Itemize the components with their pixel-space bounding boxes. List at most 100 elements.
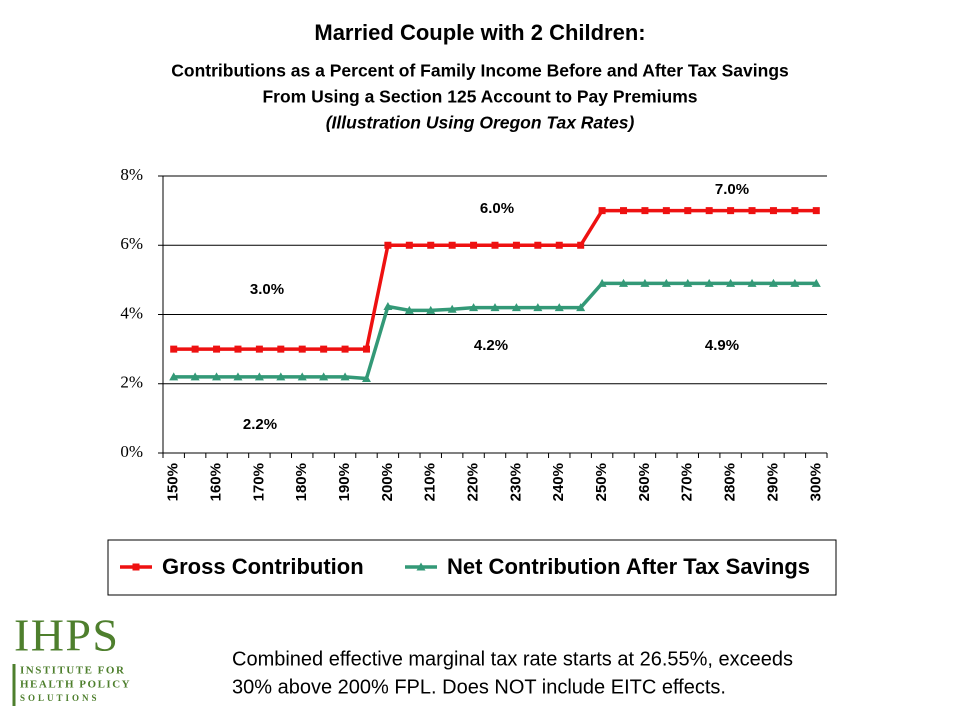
marker	[748, 207, 756, 215]
footnote: 30% above 200% FPL. Does NOT include EIT…	[232, 676, 726, 698]
marker	[132, 563, 140, 571]
marker	[341, 345, 349, 353]
marker	[641, 207, 649, 215]
marker	[426, 305, 436, 314]
marker	[683, 278, 693, 287]
marker	[470, 241, 478, 249]
marker	[640, 278, 650, 287]
marker	[769, 207, 777, 215]
marker	[490, 303, 500, 312]
x-tick-label: 250%	[593, 463, 610, 501]
marker	[620, 207, 628, 215]
marker	[319, 372, 329, 381]
marker	[190, 372, 200, 381]
marker	[554, 303, 564, 312]
marker	[576, 303, 586, 312]
marker	[297, 372, 307, 381]
logo-text: Institute for	[20, 665, 125, 677]
x-tick-label: 150%	[165, 463, 182, 501]
legend-box	[107, 539, 837, 596]
marker	[747, 278, 757, 287]
marker	[790, 278, 800, 287]
x-tick-label: 290%	[764, 463, 781, 501]
marker	[169, 372, 179, 381]
y-tick-label: 6%	[120, 234, 143, 253]
x-tick-label: 210%	[422, 463, 439, 501]
marker	[511, 303, 521, 312]
marker	[255, 345, 263, 353]
chart-subtitle: Contributions as a Percent of Family Inc…	[171, 61, 789, 81]
marker	[577, 241, 585, 249]
annotation: 4.2%	[474, 337, 508, 354]
marker	[491, 241, 499, 249]
marker	[726, 278, 736, 287]
chart-title: Married Couple with 2 Children:	[314, 20, 645, 45]
series-line	[173, 208, 817, 351]
marker	[213, 345, 221, 353]
x-tick-label: 180%	[293, 463, 310, 501]
marker	[170, 345, 178, 353]
marker	[812, 207, 820, 215]
marker	[512, 241, 520, 249]
x-tick-label: 230%	[507, 463, 524, 501]
y-tick-label: 8%	[120, 165, 143, 184]
chart-subtitle: (Illustration Using Oregon Tax Rates)	[326, 113, 635, 133]
annotation: 6.0%	[480, 200, 514, 217]
logo-acronym: IHPS	[14, 610, 118, 661]
x-tick-label: 160%	[208, 463, 225, 501]
marker	[684, 207, 692, 215]
y-tick-label: 2%	[120, 373, 143, 392]
marker	[791, 207, 799, 215]
marker	[768, 278, 778, 287]
marker	[598, 207, 606, 215]
legend-label: Net Contribution After Tax Savings	[447, 554, 810, 579]
marker	[361, 374, 371, 383]
marker	[619, 278, 629, 287]
marker	[704, 278, 714, 287]
x-tick-label: 280%	[722, 463, 739, 501]
marker	[727, 207, 735, 215]
y-tick-label: 0%	[120, 442, 143, 461]
legend-label: Gross Contribution	[162, 554, 364, 579]
x-tick-label: 270%	[679, 463, 696, 501]
annotation: 2.2%	[243, 416, 277, 433]
marker	[705, 207, 713, 215]
x-tick-label: 200%	[379, 463, 396, 501]
marker	[447, 304, 457, 313]
marker	[555, 241, 563, 249]
marker	[362, 345, 370, 353]
annotation: 4.9%	[705, 337, 739, 354]
marker	[416, 562, 426, 571]
marker	[662, 207, 670, 215]
logo-text: Solutions	[20, 693, 100, 703]
marker	[661, 278, 671, 287]
x-tick-label: 240%	[550, 463, 567, 501]
marker	[811, 278, 821, 287]
marker	[191, 345, 199, 353]
marker	[533, 303, 543, 312]
marker	[448, 241, 456, 249]
marker	[298, 345, 306, 353]
y-tick-label: 4%	[120, 303, 143, 322]
marker	[405, 241, 413, 249]
marker	[320, 345, 328, 353]
marker	[234, 345, 242, 353]
x-tick-label: 190%	[336, 463, 353, 501]
annotation: 3.0%	[250, 281, 284, 298]
marker	[469, 303, 479, 312]
footnote: Combined effective marginal tax rate sta…	[232, 648, 793, 670]
logo-text: Health Policy	[20, 679, 131, 691]
marker	[233, 372, 243, 381]
marker	[212, 372, 222, 381]
x-tick-label: 170%	[250, 463, 267, 501]
marker	[277, 345, 285, 353]
marker	[404, 305, 414, 314]
marker	[254, 372, 264, 381]
x-tick-label: 260%	[636, 463, 653, 501]
marker	[597, 278, 607, 287]
marker	[276, 372, 286, 381]
logo: IHPS Institute for Health Policy Solutio…	[12, 610, 131, 706]
marker	[534, 241, 542, 249]
marker	[427, 241, 435, 249]
marker	[384, 241, 392, 249]
